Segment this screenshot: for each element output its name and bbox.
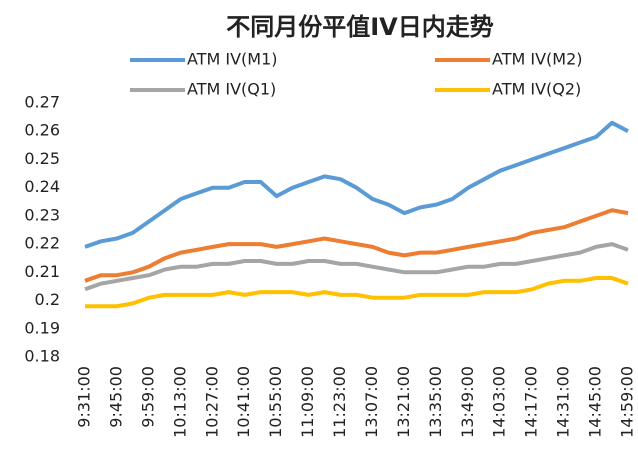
y-tick-label: 0.25 (24, 149, 60, 168)
x-tick-label: 10:55:00 (266, 366, 285, 438)
x-tick-label: 13:35:00 (426, 366, 445, 438)
x-tick-label: 14:03:00 (490, 366, 509, 438)
series-line (84, 242, 629, 292)
legend-label: ATM IV(Q1) (187, 80, 276, 99)
y-tick-label: 0.26 (24, 121, 60, 140)
x-tick-label: 13:49:00 (458, 366, 477, 438)
y-tick-label: 0.23 (24, 205, 60, 224)
legend-label: ATM IV(Q2) (492, 80, 581, 99)
x-tick-label: 9:45:00 (106, 366, 125, 428)
x-tick-label: 10:13:00 (170, 366, 189, 438)
y-tick-label: 0.2 (35, 290, 60, 309)
x-tick-label: 14:45:00 (586, 366, 605, 438)
y-tick-label: 0.19 (24, 318, 60, 337)
series-line (84, 120, 629, 249)
x-tick-label: 14:17:00 (522, 366, 541, 438)
series-line (85, 276, 629, 309)
y-tick-label: 0.24 (24, 177, 60, 196)
legend-label: ATM IV(M2) (492, 50, 583, 69)
y-tick-label: 0.21 (24, 262, 60, 281)
x-tick-label: 10:27:00 (202, 366, 221, 438)
series-line (84, 208, 629, 283)
y-tick-label: 0.22 (24, 234, 60, 253)
y-tick-label: 0.27 (24, 93, 60, 112)
x-tick-label: 14:31:00 (554, 366, 573, 438)
x-tick-label: 14:59:00 (618, 366, 637, 438)
x-tick-label: 11:09:00 (298, 366, 317, 438)
x-tick-label: 10:41:00 (234, 366, 253, 438)
x-tick-label: 13:07:00 (362, 366, 381, 438)
y-tick-label: 0.18 (24, 347, 60, 366)
x-tick-label: 11:23:00 (330, 366, 349, 438)
x-tick-label: 9:31:00 (75, 366, 94, 428)
x-tick-label: 13:21:00 (394, 366, 413, 438)
legend-label: ATM IV(M1) (187, 50, 278, 69)
chart-title: 不同月份平值IV日内走势 (226, 13, 494, 41)
x-tick-label: 9:59:00 (138, 366, 157, 428)
